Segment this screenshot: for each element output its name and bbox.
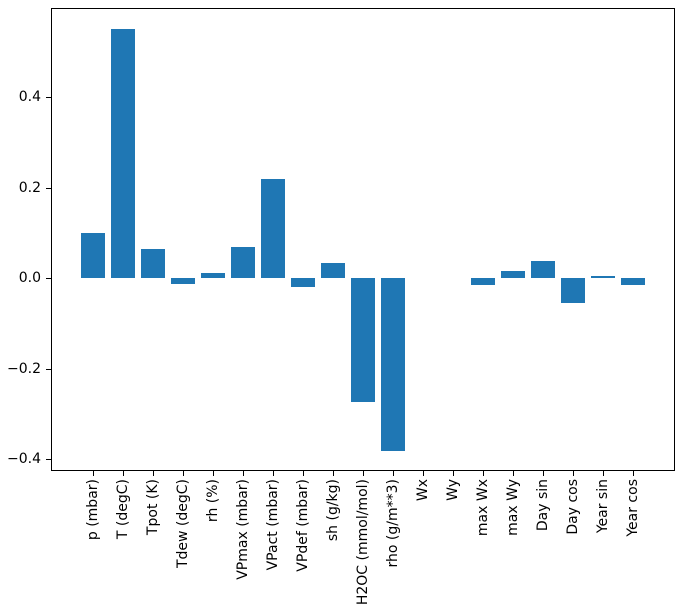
x-tick-mark bbox=[273, 471, 274, 476]
bar bbox=[621, 278, 645, 285]
x-tick-mark bbox=[213, 471, 214, 476]
y-tick-mark bbox=[46, 368, 51, 370]
x-tick-label: Wy bbox=[445, 479, 461, 501]
bar bbox=[261, 178, 285, 278]
x-tick-label: Year cos bbox=[625, 479, 641, 537]
y-tick-label: 0.4 bbox=[18, 89, 41, 106]
bar bbox=[81, 232, 105, 278]
bar bbox=[501, 270, 525, 278]
x-tick-label: sh (g/kg) bbox=[325, 479, 341, 542]
x-tick-mark bbox=[393, 471, 394, 476]
x-tick-label: Tdew (degC) bbox=[175, 479, 191, 569]
x-tick-label: Tpot (K) bbox=[145, 479, 161, 536]
x-tick-mark bbox=[93, 471, 94, 476]
x-tick-label: H2OC (mmol/mol) bbox=[355, 479, 371, 606]
x-tick-label: rho (g/m**3) bbox=[385, 479, 401, 568]
x-tick-mark bbox=[483, 471, 484, 476]
bar bbox=[111, 29, 135, 279]
bar bbox=[171, 278, 195, 285]
bar bbox=[351, 278, 375, 402]
x-tick-label: Year sin bbox=[595, 479, 611, 534]
x-tick-mark bbox=[363, 471, 364, 476]
x-tick-label: VPact (mbar) bbox=[265, 479, 281, 571]
x-tick-label: Day sin bbox=[535, 479, 551, 532]
y-tick-mark bbox=[46, 459, 51, 460]
x-tick-label: p (mbar) bbox=[85, 479, 101, 541]
x-tick-label: rh (%) bbox=[205, 479, 221, 523]
bar bbox=[231, 247, 255, 279]
bar bbox=[531, 261, 555, 278]
bar bbox=[591, 276, 615, 279]
x-tick-mark bbox=[453, 471, 454, 476]
x-tick-label: VPmax (mbar) bbox=[235, 479, 251, 580]
bar bbox=[471, 278, 495, 285]
y-tick-label: −0.2 bbox=[7, 360, 41, 377]
x-tick-label: T (degC) bbox=[115, 479, 131, 540]
x-tick-mark bbox=[543, 471, 544, 476]
x-tick-mark bbox=[243, 471, 244, 476]
x-tick-mark bbox=[153, 471, 154, 476]
x-tick-label: max Wy bbox=[505, 479, 521, 536]
x-tick-label: Wx bbox=[415, 479, 431, 502]
bar bbox=[321, 263, 345, 278]
x-tick-mark bbox=[183, 471, 184, 476]
x-tick-label: VPdef (mbar) bbox=[295, 479, 311, 572]
x-tick-mark bbox=[423, 471, 424, 476]
y-tick-label: 0.0 bbox=[18, 270, 41, 287]
x-tick-mark bbox=[123, 471, 124, 476]
bar bbox=[141, 248, 165, 279]
y-tick-label: 0.2 bbox=[18, 179, 41, 196]
x-tick-label: max Wx bbox=[475, 479, 491, 537]
x-tick-mark bbox=[633, 471, 634, 476]
x-tick-mark bbox=[513, 471, 514, 476]
y-tick-mark bbox=[46, 97, 51, 99]
x-tick-label: Day cos bbox=[565, 479, 581, 535]
y-tick-mark bbox=[46, 278, 51, 280]
x-tick-mark bbox=[603, 471, 604, 476]
bar bbox=[561, 278, 585, 304]
x-tick-mark bbox=[303, 471, 304, 476]
bar bbox=[291, 278, 315, 288]
bar bbox=[381, 278, 405, 451]
y-tick-mark bbox=[46, 187, 51, 189]
y-tick-label: −0.4 bbox=[7, 451, 41, 467]
x-tick-mark bbox=[333, 471, 334, 476]
bar bbox=[201, 272, 225, 278]
x-tick-mark bbox=[573, 471, 574, 476]
